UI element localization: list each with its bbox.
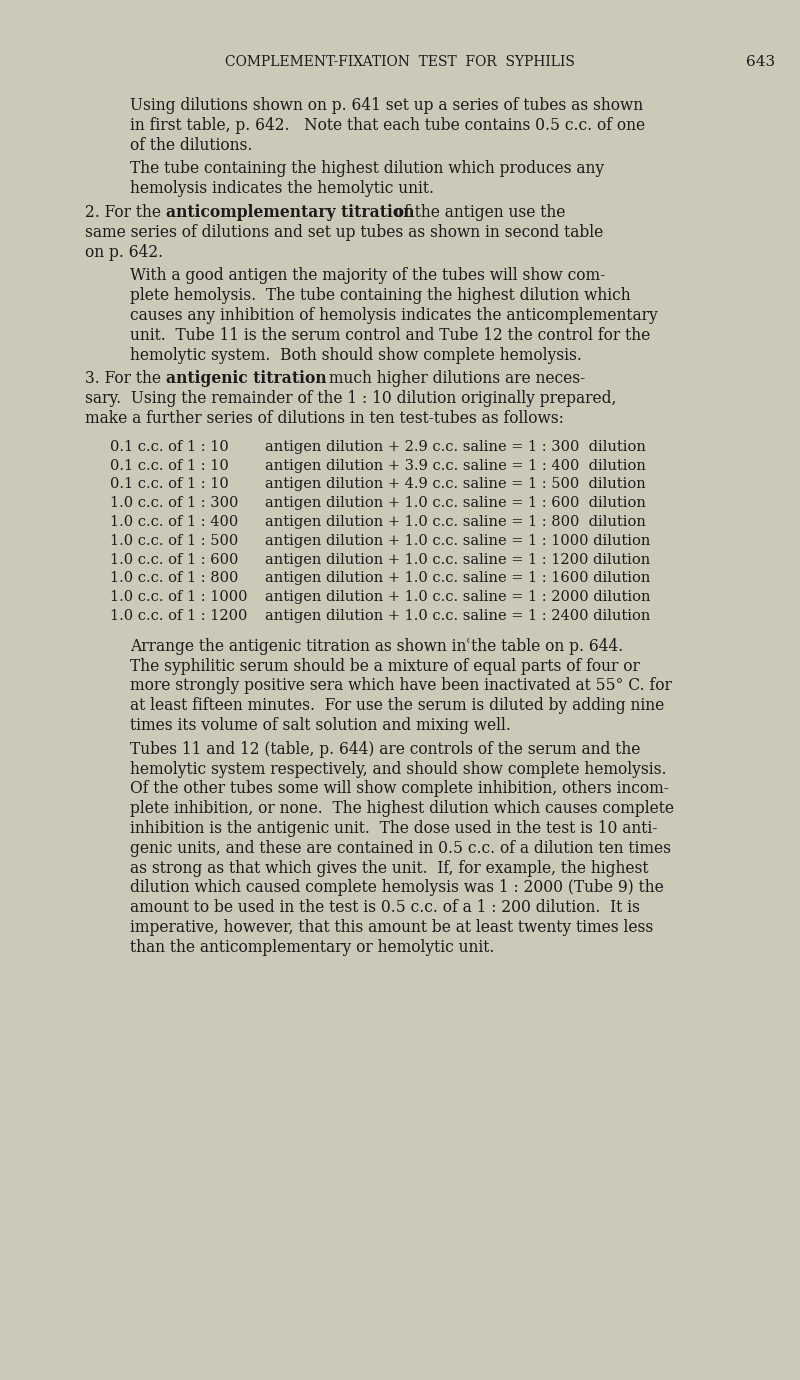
Text: 1.0 c.c. of 1 : 500: 1.0 c.c. of 1 : 500 <box>110 534 243 548</box>
Text: 643: 643 <box>746 55 775 69</box>
Text: 1.0 c.c. of 1 : 1000: 1.0 c.c. of 1 : 1000 <box>110 591 247 604</box>
Text: Tubes 11 and 12 (table, p. 644) are controls of the serum and the: Tubes 11 and 12 (table, p. 644) are cont… <box>130 741 640 758</box>
Text: dilution which caused complete hemolysis was 1 : 2000 (Tube 9) the: dilution which caused complete hemolysis… <box>130 879 664 897</box>
Text: anticomplementary titration: anticomplementary titration <box>166 204 414 221</box>
Text: imperative, however, that this amount be at least twenty times less: imperative, however, that this amount be… <box>130 919 654 936</box>
Text: causes any inhibition of hemolysis indicates the anticomplementary: causes any inhibition of hemolysis indic… <box>130 306 658 324</box>
Text: The tube containing the highest dilution which produces any: The tube containing the highest dilution… <box>130 160 604 178</box>
Text: hemolytic system respectively, and should show complete hemolysis.: hemolytic system respectively, and shoul… <box>130 760 666 777</box>
Text: much higher dilutions are neces-: much higher dilutions are neces- <box>323 370 585 388</box>
Text: 1.0 c.c. of 1 : 600: 1.0 c.c. of 1 : 600 <box>110 552 243 567</box>
Text: make a further series of dilutions in ten test-tubes as follows:: make a further series of dilutions in te… <box>85 410 564 426</box>
Text: genic units, and these are contained in 0.5 c.c. of a dilution ten times: genic units, and these are contained in … <box>130 840 671 857</box>
Text: amount to be used in the test is 0.5 c.c. of a 1 : 200 dilution.  It is: amount to be used in the test is 0.5 c.c… <box>130 900 640 916</box>
Text: plete inhibition, or none.  The highest dilution which causes complete: plete inhibition, or none. The highest d… <box>130 800 674 817</box>
Text: Of the other tubes some will show complete inhibition, others incom-: Of the other tubes some will show comple… <box>130 781 669 798</box>
Text: antigenic titration: antigenic titration <box>166 370 327 388</box>
Text: than the anticomplementary or hemolytic unit.: than the anticomplementary or hemolytic … <box>130 938 494 956</box>
Text: 1.0 c.c. of 1 : 300: 1.0 c.c. of 1 : 300 <box>110 497 243 511</box>
Text: 0.1 c.c. of 1 : 10: 0.1 c.c. of 1 : 10 <box>110 458 238 472</box>
Text: Using dilutions shown on p. 641 set up a series of tubes as shown: Using dilutions shown on p. 641 set up a… <box>130 97 643 115</box>
Text: antigen dilution + 1.0 c.c. saline = 1 : 1000 dilution: antigen dilution + 1.0 c.c. saline = 1 :… <box>265 534 650 548</box>
Text: 1.0 c.c. of 1 : 400: 1.0 c.c. of 1 : 400 <box>110 515 243 529</box>
Text: inhibition is the antigenic unit.  The dose used in the test is 10 anti-: inhibition is the antigenic unit. The do… <box>130 820 658 838</box>
Text: plete hemolysis.  The tube containing the highest dilution which: plete hemolysis. The tube containing the… <box>130 287 630 304</box>
Text: antigen dilution + 1.0 c.c. saline = 1 : 2400 dilution: antigen dilution + 1.0 c.c. saline = 1 :… <box>265 609 650 622</box>
Text: of the antigen use the: of the antigen use the <box>390 204 565 221</box>
Text: The syphilitic serum should be a mixture of equal parts of four or: The syphilitic serum should be a mixture… <box>130 658 640 675</box>
Text: 2. For the: 2. For the <box>85 204 166 221</box>
Text: hemolysis indicates the hemolytic unit.: hemolysis indicates the hemolytic unit. <box>130 181 434 197</box>
Text: at least fifteen minutes.  For use the serum is diluted by adding nine: at least fifteen minutes. For use the se… <box>130 697 664 715</box>
Text: With a good antigen the majority of the tubes will show com-: With a good antigen the majority of the … <box>130 268 606 284</box>
Text: same series of dilutions and set up tubes as shown in second table: same series of dilutions and set up tube… <box>85 224 603 240</box>
Text: on p. 642.: on p. 642. <box>85 244 163 261</box>
Text: sary.  Using the remainder of the 1 : 10 dilution originally prepared,: sary. Using the remainder of the 1 : 10 … <box>85 391 616 407</box>
Text: antigen dilution + 1.0 c.c. saline = 1 : 1600 dilution: antigen dilution + 1.0 c.c. saline = 1 :… <box>265 571 650 585</box>
Text: 1.0 c.c. of 1 : 1200: 1.0 c.c. of 1 : 1200 <box>110 609 247 622</box>
Text: antigen dilution + 1.0 c.c. saline = 1 : 600  dilution: antigen dilution + 1.0 c.c. saline = 1 :… <box>265 497 646 511</box>
Text: COMPLEMENT-FIXATION  TEST  FOR  SYPHILIS: COMPLEMENT-FIXATION TEST FOR SYPHILIS <box>225 55 575 69</box>
Text: as strong as that which gives the unit.  If, for example, the highest: as strong as that which gives the unit. … <box>130 860 649 876</box>
Text: antigen dilution + 4.9 c.c. saline = 1 : 500  dilution: antigen dilution + 4.9 c.c. saline = 1 :… <box>265 477 646 491</box>
Text: antigen dilution + 1.0 c.c. saline = 1 : 2000 dilution: antigen dilution + 1.0 c.c. saline = 1 :… <box>265 591 650 604</box>
Text: antigen dilution + 2.9 c.c. saline = 1 : 300  dilution: antigen dilution + 2.9 c.c. saline = 1 :… <box>265 440 646 454</box>
Text: antigen dilution + 1.0 c.c. saline = 1 : 800  dilution: antigen dilution + 1.0 c.c. saline = 1 :… <box>265 515 646 529</box>
Text: 1.0 c.c. of 1 : 800: 1.0 c.c. of 1 : 800 <box>110 571 243 585</box>
Text: antigen dilution + 1.0 c.c. saline = 1 : 1200 dilution: antigen dilution + 1.0 c.c. saline = 1 :… <box>265 552 650 567</box>
Text: in first table, p. 642.   Note that each tube contains 0.5 c.c. of one: in first table, p. 642. Note that each t… <box>130 117 645 134</box>
Text: more strongly positive sera which have been inactivated at 55° C. for: more strongly positive sera which have b… <box>130 678 672 694</box>
Text: times its volume of salt solution and mixing well.: times its volume of salt solution and mi… <box>130 718 511 734</box>
Text: Arrange the antigenic titration as shown inʿthe table on p. 644.: Arrange the antigenic titration as shown… <box>130 638 623 654</box>
Text: of the dilutions.: of the dilutions. <box>130 137 252 153</box>
Text: antigen dilution + 3.9 c.c. saline = 1 : 400  dilution: antigen dilution + 3.9 c.c. saline = 1 :… <box>265 458 646 472</box>
Text: 3. For the: 3. For the <box>85 370 166 388</box>
Text: 0.1 c.c. of 1 : 10: 0.1 c.c. of 1 : 10 <box>110 477 238 491</box>
Text: unit.  Tube 11 is the serum control and Tube 12 the control for the: unit. Tube 11 is the serum control and T… <box>130 327 650 344</box>
Text: 0.1 c.c. of 1 : 10: 0.1 c.c. of 1 : 10 <box>110 440 238 454</box>
Text: hemolytic system.  Both should show complete hemolysis.: hemolytic system. Both should show compl… <box>130 346 582 363</box>
